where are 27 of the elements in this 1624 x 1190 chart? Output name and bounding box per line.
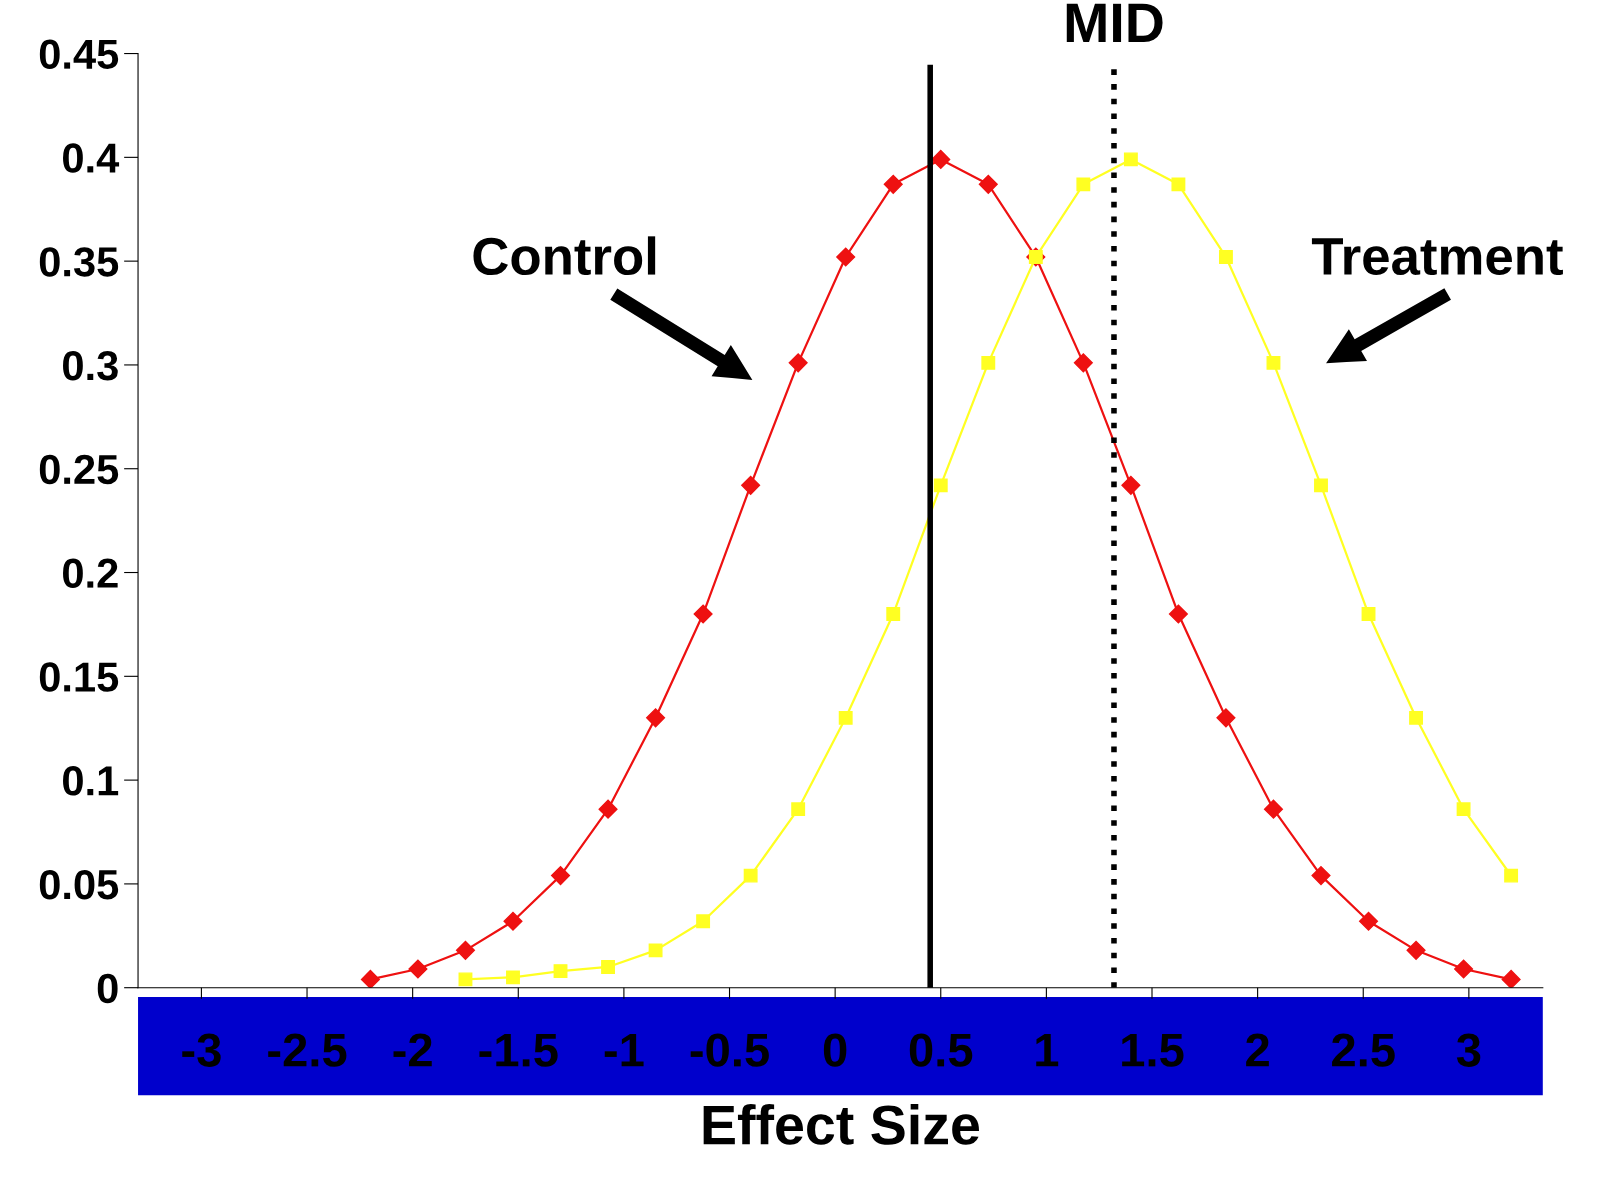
annotation: Treatment [1311, 238, 1563, 276]
y-tick-label: 0.3 [63, 350, 118, 381]
y-tick-label: 0.25 [39, 454, 119, 485]
y-tick-label: 0.35 [39, 247, 119, 277]
x-tick-label: -2 [393, 1033, 432, 1067]
x-tick-label: 0 [823, 1033, 847, 1067]
x-tick-label: -0.5 [690, 1033, 769, 1067]
ref-line-label: MID [1066, 3, 1163, 43]
x-tick-label: -2.5 [268, 1033, 347, 1067]
x-tick-label: 1 [1036, 1033, 1059, 1067]
y-tick-label: 0 [97, 973, 118, 1004]
y-tick-label: 0.05 [39, 869, 119, 900]
x-tick-label: 1.5 [1122, 1033, 1184, 1067]
x-tick-label: 2 [1246, 1033, 1269, 1067]
x-tick-label: 0.5 [909, 1033, 973, 1067]
y-tick-label: 0.45 [39, 39, 119, 70]
x-tick-label: -3 [182, 1033, 221, 1067]
y-tick-label: 0.1 [63, 766, 119, 796]
x-tick-label: -1.5 [479, 1033, 558, 1067]
annotation: Control [473, 236, 656, 276]
x-axis-title: Effect Size [703, 1103, 980, 1145]
x-tick-label: -1 [604, 1033, 644, 1067]
y-tick-label: 0.15 [39, 662, 119, 692]
y-tick-label: 0.4 [63, 143, 120, 173]
y-tick-label: 0.2 [63, 558, 118, 589]
x-tick-label: 3 [1456, 1033, 1481, 1067]
x-tick-label: 2.5 [1332, 1033, 1395, 1067]
